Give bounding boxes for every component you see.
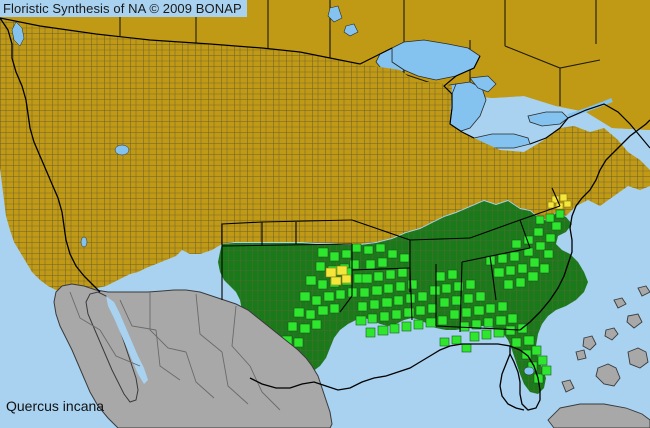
coastline-and-borders (0, 17, 650, 411)
counties-present (271, 209, 565, 384)
inland-lakes (11, 21, 535, 376)
us-absent-region (0, 18, 650, 294)
counties-rare (325, 193, 572, 286)
map-title-text: Floristic Synthesis of NA © 2009 BONAP (3, 1, 242, 16)
map-title-band: Floristic Synthesis of NA © 2009 BONAP (0, 0, 247, 17)
species-name-label: Quercus incana (6, 398, 105, 414)
caribbean-islands (547, 285, 650, 428)
